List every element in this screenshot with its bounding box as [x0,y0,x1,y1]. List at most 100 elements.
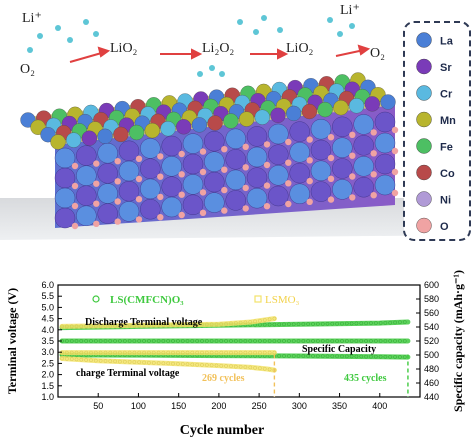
data-point [214,363,219,368]
y2-tick-label: 580 [424,294,439,304]
annotation-cycles-lsmo: 269 cycles [202,373,245,384]
data-point [127,350,132,355]
atom [182,153,204,175]
li-ion [337,31,343,37]
data-point [171,339,175,343]
li-ion [27,47,33,53]
legend-marker-lsmo [254,295,262,303]
data-point [219,350,224,355]
species-li2o2: Li₂O₂ [202,41,234,56]
y2-tick-label: 460 [424,378,439,388]
y2-tick-label: 520 [424,336,439,346]
data-point [74,357,79,362]
y-tick-label: 5.5 [41,291,54,301]
oxygen-atom [93,180,100,187]
data-point [219,363,224,368]
data-point [161,361,166,366]
atom [268,185,289,207]
data-point [166,350,171,355]
atom [144,122,160,139]
atom [289,142,310,163]
data-point [137,339,142,343]
data-point [315,322,320,326]
oxygen-atom [263,203,271,210]
oxygen-atom [114,198,121,205]
data-point [147,350,151,355]
data-point [388,354,393,359]
data-point [291,322,296,327]
atom [182,133,204,154]
atom [254,109,270,125]
oxygen-atom [306,177,313,185]
oxygen-atom [327,154,335,162]
data-point [287,322,291,327]
data-point [233,364,238,369]
li-ion [237,19,243,25]
atom [97,128,113,144]
data-point [330,354,335,359]
x-tick-label: 350 [332,401,347,411]
atom [225,149,246,170]
legend-atom-label: Sr [440,62,452,74]
data-point [79,324,84,329]
series-line-lsmo-discharge [59,316,277,329]
oxygen-atom [306,157,313,164]
legend-atom-label: Cr [440,89,453,101]
data-point [171,350,175,355]
atom [76,205,97,227]
oxygen-atom [349,131,356,138]
oxygen-atom [178,211,185,219]
atom [182,174,204,195]
data-point [398,339,402,343]
data-point [180,362,185,366]
atom [54,207,76,229]
oxygen-atom [327,175,335,182]
legend-atom-label: O [440,221,449,233]
data-point [185,322,190,327]
atom [353,114,374,135]
annotation-discharge: Discharge Terminal voltage [85,317,203,328]
atom [332,137,353,158]
atom [286,105,302,122]
legend-atom-label: La [440,36,454,48]
data-point [229,321,233,326]
data-point [369,339,373,343]
data-point [98,350,103,355]
data-point [243,320,248,325]
oxygen-atom [285,200,292,208]
oxygen-atom [221,207,228,214]
data-point [69,339,74,343]
data-point [79,357,84,362]
atom [268,165,289,186]
atom-layer-front [54,111,399,230]
data-point [248,365,253,370]
data-point [176,361,180,366]
data-point [306,354,311,358]
li-ion [83,19,89,25]
oxygen-atom [221,146,228,153]
atom [374,111,396,133]
y-tick-label: 2.5 [41,358,54,368]
data-point [200,339,204,343]
data-point [151,323,156,327]
data-point [69,324,74,329]
data-point [190,339,195,343]
data-point [151,361,156,365]
data-point [93,350,98,355]
data-point [176,350,180,355]
data-point [311,339,315,343]
data-point [200,350,204,355]
data-point [137,360,142,365]
li-ion [277,27,283,33]
data-point [147,339,151,343]
data-point [325,339,330,343]
data-point [296,322,301,327]
data-point [233,339,238,343]
data-point [185,362,190,367]
data-point [320,322,325,326]
data-point [118,339,122,343]
y-axis-label: Terminal voltage (V) [5,288,19,394]
data-point [195,362,200,367]
y2-axis-ticks: 440 460 480 500 520 540 560 580 600 [416,280,439,402]
